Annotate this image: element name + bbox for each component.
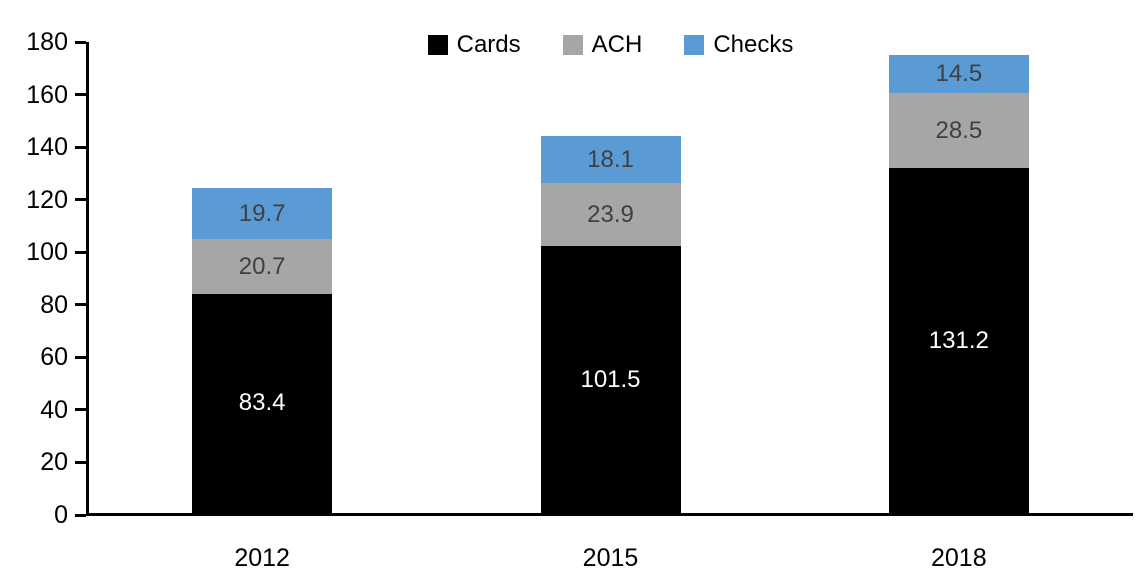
data-label-checks-2012: 19.7 xyxy=(238,199,286,227)
data-label-checks-2018: 14.5 xyxy=(935,60,983,88)
y-axis-tick xyxy=(75,513,86,517)
legend-label-ach: ACH xyxy=(591,31,643,58)
chart-legend: Cards ACH Checks xyxy=(88,33,1133,57)
data-label-cards-2015: 101.5 xyxy=(580,365,641,393)
bar-segment-ach-2018: 28.5 xyxy=(888,93,1029,169)
legend-swatch-cards xyxy=(427,35,448,55)
y-axis-tick-label: 0 xyxy=(54,501,68,529)
legend-item-checks: Checks xyxy=(684,33,793,57)
y-axis-tick-label: 100 xyxy=(26,238,68,267)
bar-2018: 131.2 28.5 14.5 xyxy=(888,55,1029,513)
bar-2012: 83.4 20.7 19.7 xyxy=(192,187,333,513)
y-axis-tick-label: 160 xyxy=(26,80,68,109)
y-axis-tick xyxy=(75,198,86,202)
x-axis-label-2018: 2018 xyxy=(931,544,987,572)
y-axis-tick-label: 80 xyxy=(40,290,68,319)
y-axis-tick xyxy=(75,93,86,97)
y-axis-tick xyxy=(75,460,86,464)
y-axis-tick-label: 120 xyxy=(26,185,68,214)
y-axis-tick xyxy=(75,250,86,254)
bar-segment-ach-2012: 20.7 xyxy=(192,239,333,294)
legend-label-cards: Cards xyxy=(456,31,521,58)
legend-swatch-ach xyxy=(562,35,583,55)
data-label-checks-2015: 18.1 xyxy=(587,145,634,173)
legend-item-ach: ACH xyxy=(562,31,643,58)
y-axis-tick-label: 140 xyxy=(26,133,68,162)
bar-segment-checks-2018: 14.5 xyxy=(888,55,1029,94)
x-axis-label-2015: 2015 xyxy=(582,544,639,572)
x-axis-line xyxy=(86,513,1133,516)
y-axis-tick xyxy=(75,355,86,359)
data-label-ach-2012: 20.7 xyxy=(238,252,286,280)
data-label-ach-2018: 28.5 xyxy=(935,116,983,144)
bar-segment-checks-2015: 18.1 xyxy=(540,135,681,184)
legend-item-cards: Cards xyxy=(427,31,521,58)
data-label-ach-2015: 23.9 xyxy=(587,200,634,228)
data-label-cards-2018: 131.2 xyxy=(928,326,989,354)
y-axis-tick-label: 20 xyxy=(40,448,68,477)
bar-2015: 101.5 23.9 18.1 xyxy=(540,135,681,513)
y-axis-tick-label: 180 xyxy=(26,28,68,56)
bar-segment-cards-2018: 131.2 xyxy=(888,168,1029,513)
y-axis-tick xyxy=(75,303,86,307)
y-axis-tick-label: 60 xyxy=(40,343,68,372)
bar-segment-cards-2015: 101.5 xyxy=(540,246,681,513)
data-label-cards-2012: 83.4 xyxy=(238,389,286,417)
legend-label-checks: Checks xyxy=(713,31,794,58)
y-axis-tick xyxy=(75,408,86,412)
y-axis-tick-label: 40 xyxy=(40,395,68,424)
y-axis-tick xyxy=(75,40,86,44)
y-axis-tick xyxy=(75,145,86,149)
bar-segment-ach-2015: 23.9 xyxy=(540,183,681,247)
legend-swatch-checks xyxy=(684,35,705,55)
y-axis-line xyxy=(86,42,89,516)
bar-segment-checks-2012: 19.7 xyxy=(192,187,333,240)
x-axis-label-2012: 2012 xyxy=(234,544,290,572)
bar-segment-cards-2012: 83.4 xyxy=(192,293,333,513)
